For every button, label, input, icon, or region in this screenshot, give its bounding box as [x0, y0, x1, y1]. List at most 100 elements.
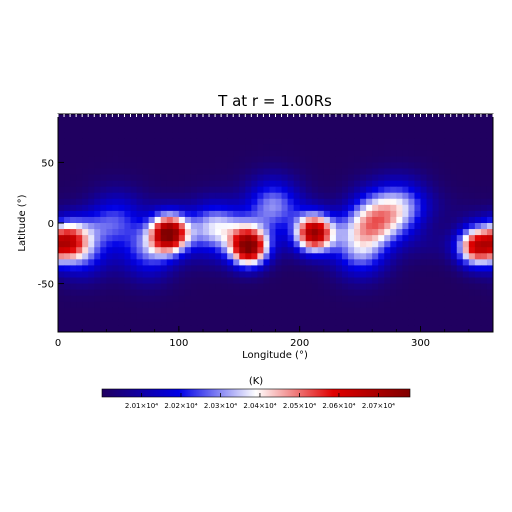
heatmap-cell — [366, 186, 373, 194]
heatmap-cell — [76, 186, 83, 194]
heatmap-cell — [486, 223, 493, 230]
heatmap-cell — [64, 319, 71, 327]
heatmap-cell — [348, 186, 355, 194]
heatmap-cell — [287, 229, 295, 236]
heatmap-cell — [142, 295, 150, 303]
heatmap-cell — [136, 144, 143, 151]
heatmap-cell — [58, 229, 65, 236]
heatmap-cell — [209, 277, 216, 284]
heatmap-cell — [166, 120, 174, 127]
heatmap-cell — [335, 120, 343, 127]
heatmap-cell — [106, 216, 113, 224]
heatmap-cell — [426, 174, 433, 182]
heatmap-cell — [233, 156, 240, 163]
heatmap-cell — [275, 192, 282, 200]
heatmap-cell — [118, 204, 125, 212]
heatmap-cell — [329, 325, 337, 332]
heatmap-cell — [88, 216, 95, 224]
heatmap-cell — [94, 198, 101, 206]
heatmap-cell — [136, 216, 143, 224]
heatmap-cell — [130, 162, 137, 169]
heatmap-cell — [366, 271, 373, 278]
heatmap-cell — [414, 120, 421, 127]
heatmap-cell — [378, 319, 385, 327]
heatmap-cell — [118, 198, 125, 206]
heatmap-cell — [450, 283, 458, 291]
heatmap-cell — [468, 307, 476, 315]
heatmap-cell — [148, 307, 156, 315]
heatmap-cell — [172, 150, 180, 157]
heatmap-cell — [124, 150, 131, 157]
heatmap-cell — [160, 235, 168, 242]
heatmap-cell — [82, 114, 89, 121]
heatmap-cell — [396, 247, 403, 254]
heatmap-cell — [184, 198, 192, 206]
heatmap-cell — [94, 295, 101, 303]
heatmap-cell — [209, 204, 216, 212]
heatmap-cell — [203, 265, 210, 272]
heatmap-cell — [444, 132, 452, 139]
heatmap-cell — [299, 120, 307, 127]
heatmap-cell — [88, 138, 95, 145]
heatmap-cell — [118, 180, 125, 188]
heatmap-cell — [196, 247, 204, 254]
heatmap-cell — [432, 247, 440, 254]
heatmap-cell — [293, 235, 301, 242]
heatmap-cell — [450, 144, 458, 151]
heatmap-cell — [354, 283, 361, 291]
heatmap-cell — [263, 277, 270, 284]
heatmap-cell — [154, 168, 162, 175]
heatmap-cell — [257, 277, 264, 284]
heatmap-cell — [426, 295, 433, 303]
heatmap-cell — [190, 301, 198, 309]
heatmap-cell — [100, 192, 107, 200]
heatmap-cell — [94, 319, 101, 327]
heatmap-cell — [269, 162, 276, 169]
heatmap-cell — [396, 210, 403, 218]
heatmap-cell — [468, 144, 476, 151]
heatmap-cell — [58, 271, 65, 278]
heatmap-cell — [438, 132, 446, 139]
heatmap-cell — [76, 283, 83, 291]
heatmap-cell — [100, 319, 107, 327]
heatmap-cell — [148, 192, 156, 200]
heatmap-cell — [70, 168, 77, 175]
heatmap-cell — [432, 198, 440, 206]
heatmap-cell — [317, 319, 325, 327]
heatmap-cell — [426, 319, 433, 327]
heatmap-cell — [227, 253, 234, 260]
heatmap-cell — [184, 216, 192, 224]
heatmap-cell — [366, 223, 373, 230]
heatmap-cell — [287, 162, 295, 169]
heatmap-cell — [474, 174, 482, 182]
heatmap-cell — [154, 295, 162, 303]
heatmap-cell — [142, 216, 150, 224]
heatmap-cell — [190, 114, 198, 121]
heatmap-cell — [142, 247, 150, 254]
heatmap-cell — [118, 307, 125, 315]
heatmap-cell — [190, 277, 198, 284]
heatmap-cell — [468, 247, 476, 254]
heatmap-cell — [184, 229, 192, 236]
heatmap-cell — [305, 319, 313, 327]
heatmap-cell — [390, 204, 397, 212]
heatmap-cell — [396, 259, 403, 266]
heatmap-cell — [166, 265, 174, 272]
heatmap-cell — [160, 241, 168, 248]
heatmap-cell — [305, 210, 313, 218]
heatmap-cell — [118, 253, 125, 260]
heatmap-cell — [136, 325, 143, 332]
heatmap-cell — [112, 150, 119, 157]
heatmap-cell — [293, 162, 301, 169]
heatmap-cell — [456, 204, 464, 212]
heatmap-cell — [196, 307, 204, 315]
heatmap-cell — [178, 216, 186, 224]
heatmap-cell — [281, 174, 288, 182]
heatmap-cell — [269, 210, 276, 218]
heatmap-cell — [70, 180, 77, 188]
heatmap-cell — [468, 138, 476, 145]
heatmap-cell — [58, 289, 65, 297]
heatmap-cell — [402, 277, 409, 284]
heatmap-cell — [269, 295, 276, 303]
heatmap-cell — [432, 289, 440, 297]
